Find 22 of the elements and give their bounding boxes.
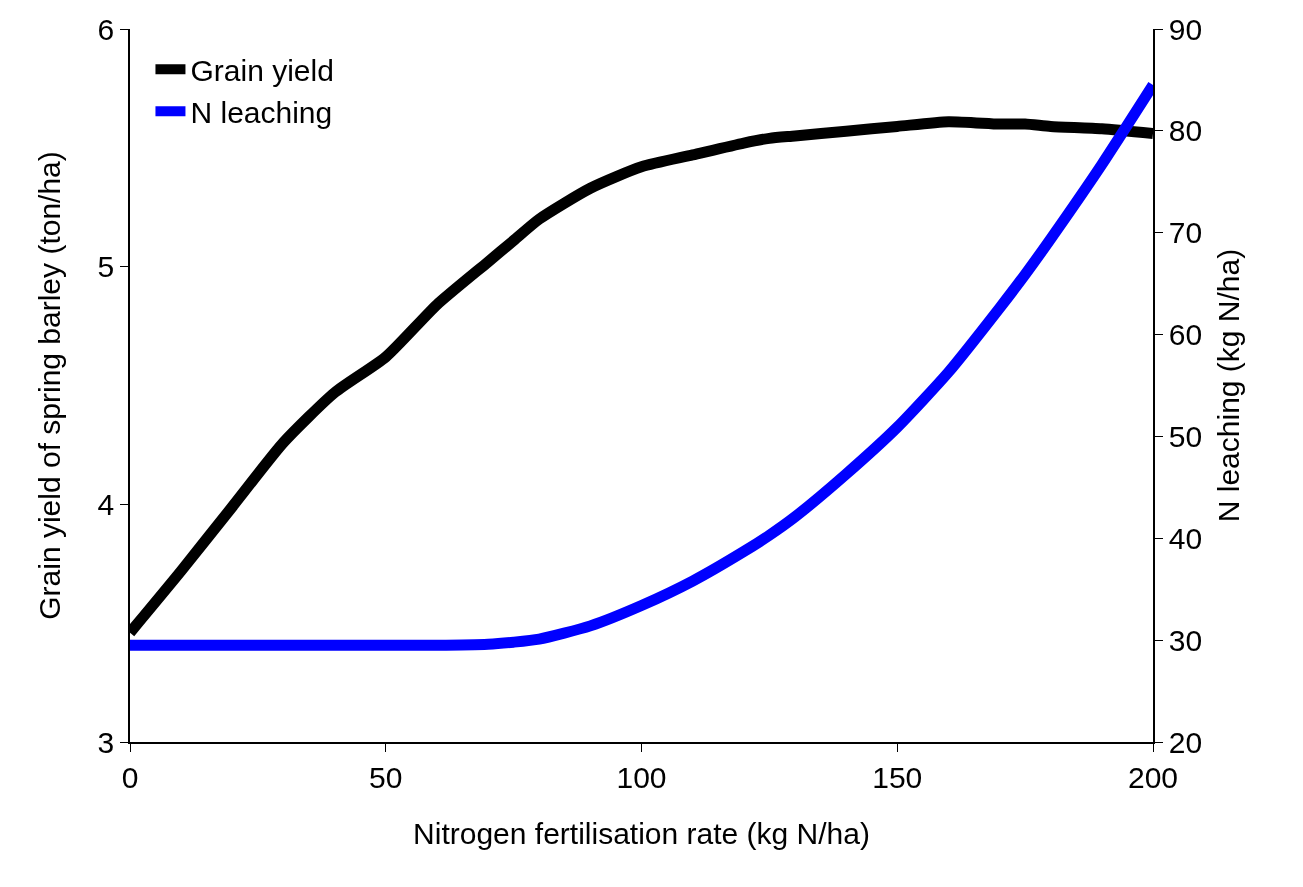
legend-label: N leaching bbox=[190, 95, 333, 129]
x-tick-label: 50 bbox=[369, 760, 403, 794]
x-tick-label: 100 bbox=[616, 760, 667, 794]
y2-tick-label: 70 bbox=[1168, 216, 1203, 250]
y2-tick-label: 60 bbox=[1168, 318, 1203, 352]
y2-tick-label: 40 bbox=[1168, 521, 1203, 555]
x-axis-title: Nitrogen fertilisation rate (kg N/ha) bbox=[413, 816, 870, 850]
y2-tick-label: 80 bbox=[1168, 114, 1203, 148]
y-tick-label: 4 bbox=[97, 487, 115, 521]
x-tick-label: 150 bbox=[872, 760, 923, 794]
x-tick-label: 200 bbox=[1127, 760, 1179, 794]
y-axis-title: Grain yield of spring barley (ton/ha) bbox=[32, 151, 66, 620]
legend-label: Grain yield bbox=[190, 53, 334, 87]
y-tick-label: 3 bbox=[97, 725, 115, 759]
y2-axis-title: N leaching (kg N/ha) bbox=[1211, 248, 1245, 523]
y2-tick-label: 30 bbox=[1168, 623, 1203, 657]
y2-tick-label: 50 bbox=[1168, 419, 1203, 453]
y2-tick-label: 90 bbox=[1168, 12, 1203, 46]
x-tick-label: 0 bbox=[121, 760, 139, 794]
y-tick-label: 6 bbox=[97, 12, 115, 46]
y-tick-label: 5 bbox=[97, 250, 115, 284]
y2-tick-label: 20 bbox=[1168, 725, 1203, 759]
